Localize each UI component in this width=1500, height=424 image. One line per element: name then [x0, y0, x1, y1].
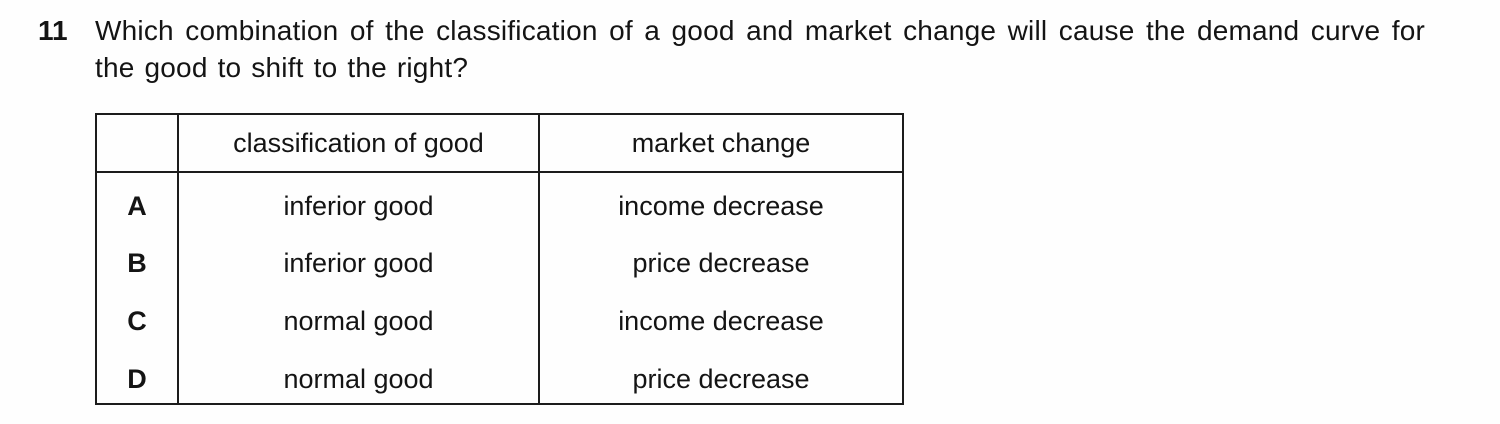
- answer-row-d: D normal good price decrease: [96, 346, 903, 404]
- market-change-cell: income decrease: [538, 288, 903, 346]
- answer-row-b: B inferior good price decrease: [96, 230, 903, 288]
- question-number: 11: [38, 15, 68, 46]
- option-letter: B: [127, 248, 147, 278]
- question-block: 11 Which combination of the classificati…: [38, 12, 1425, 86]
- question-text: Which combination of the classification …: [95, 15, 1425, 83]
- market-change-cell: price decrease: [538, 230, 903, 288]
- classification-cell: inferior good: [177, 230, 539, 288]
- table-header-row: classification of good market change: [96, 114, 903, 173]
- option-letter: C: [127, 306, 147, 336]
- answer-table: classification of good market change A i…: [95, 113, 904, 405]
- market-change-cell: income decrease: [538, 172, 903, 230]
- classification-cell: normal good: [177, 288, 539, 346]
- header-classification-cell: classification of good: [177, 114, 539, 173]
- option-letter: A: [127, 190, 147, 221]
- header-option-cell: [96, 114, 178, 173]
- option-letter: D: [127, 363, 147, 394]
- answer-row-c: C normal good income decrease: [96, 288, 903, 346]
- answer-row-a: A inferior good income decrease: [96, 172, 903, 230]
- market-change-cell: price decrease: [538, 346, 903, 404]
- header-market-change-cell: market change: [538, 114, 903, 173]
- classification-cell: inferior good: [177, 172, 539, 230]
- classification-cell: normal good: [177, 346, 539, 404]
